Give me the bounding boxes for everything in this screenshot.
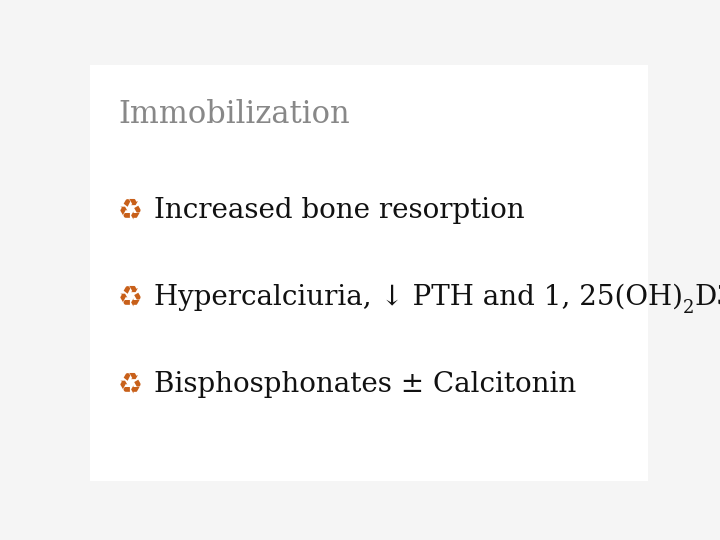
- Text: D3: D3: [695, 284, 720, 311]
- Text: Bisphosphonates ± Calcitonin: Bisphosphonates ± Calcitonin: [154, 372, 577, 399]
- Text: ♻: ♻: [118, 284, 143, 312]
- Text: 2: 2: [683, 299, 695, 317]
- Text: Increased bone resorption: Increased bone resorption: [154, 197, 525, 224]
- Text: Hypercalciuria, ↓ PTH and 1, 25(OH): Hypercalciuria, ↓ PTH and 1, 25(OH): [154, 284, 683, 312]
- Text: ♻: ♻: [118, 371, 143, 399]
- Text: Immobilization: Immobilization: [118, 99, 350, 130]
- FancyBboxPatch shape: [79, 57, 660, 489]
- Text: ♻: ♻: [118, 197, 143, 224]
